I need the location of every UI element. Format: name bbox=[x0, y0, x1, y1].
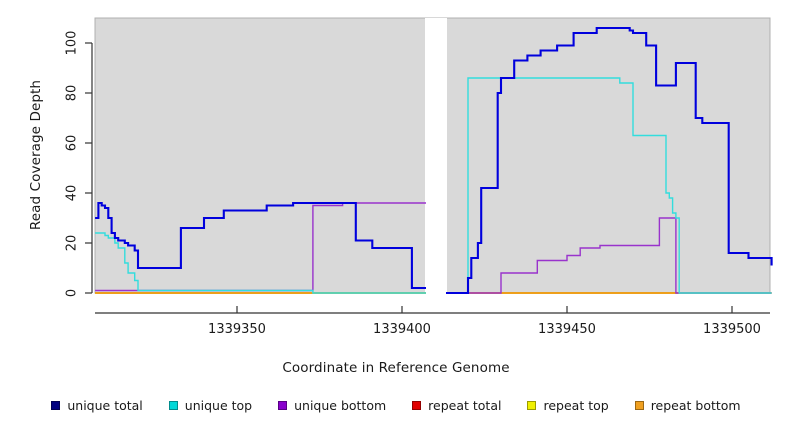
legend-item-repeat-total[interactable]: repeat total bbox=[412, 398, 501, 413]
x-tick-label: 1339450 bbox=[538, 322, 596, 337]
y-tick-label: 20 bbox=[65, 235, 80, 252]
legend-swatch-icon bbox=[527, 401, 537, 410]
no-data-gap-mask bbox=[426, 18, 446, 294]
legend-swatch-icon bbox=[412, 401, 422, 410]
chart-legend: unique total unique top unique bottom repea… bbox=[0, 398, 792, 413]
legend-label: unique total bbox=[67, 398, 143, 413]
legend-swatch-icon bbox=[278, 401, 288, 410]
legend-label: unique bottom bbox=[294, 398, 387, 413]
legend-label: repeat total bbox=[428, 398, 502, 413]
legend-label: repeat top bbox=[543, 398, 609, 413]
y-tick-label: 60 bbox=[65, 135, 80, 152]
y-tick-label: 100 bbox=[65, 31, 80, 56]
y-tick-label: 80 bbox=[65, 85, 80, 102]
legend-item-unique-bottom[interactable]: unique bottom bbox=[278, 398, 386, 413]
y-tick-label: 40 bbox=[65, 185, 80, 202]
x-tick-label: 1339400 bbox=[373, 322, 431, 337]
y-axis-title: Read Coverage Depth bbox=[28, 79, 44, 231]
legend-swatch-icon bbox=[168, 401, 178, 410]
legend-item-unique-total[interactable]: unique total bbox=[51, 398, 143, 413]
legend-swatch-icon bbox=[51, 401, 61, 410]
legend-item-repeat-bottom[interactable]: repeat bottom bbox=[634, 398, 741, 413]
legend-swatch-icon bbox=[634, 401, 644, 410]
legend-label: repeat bottom bbox=[650, 398, 741, 413]
legend-label: unique top bbox=[184, 398, 253, 413]
series-group bbox=[95, 18, 773, 295]
x-tick-label: 1339350 bbox=[208, 322, 266, 337]
legend-item-repeat-top[interactable]: repeat top bbox=[527, 398, 609, 413]
x-axis-ticks: 1339350 1339400 1339450 1339500 bbox=[208, 306, 761, 337]
x-axis-title: Coordinate in Reference Genome bbox=[282, 360, 510, 376]
y-tick-label: 0 bbox=[65, 289, 80, 297]
y-axis-ticks: 0 20 40 60 80 100 bbox=[65, 31, 92, 297]
series-line-unique-total bbox=[95, 26, 773, 295]
legend-item-unique-top[interactable]: unique top bbox=[168, 398, 253, 413]
x-tick-label: 1339500 bbox=[703, 322, 761, 337]
series-line-unique-bottom bbox=[95, 202, 772, 294]
